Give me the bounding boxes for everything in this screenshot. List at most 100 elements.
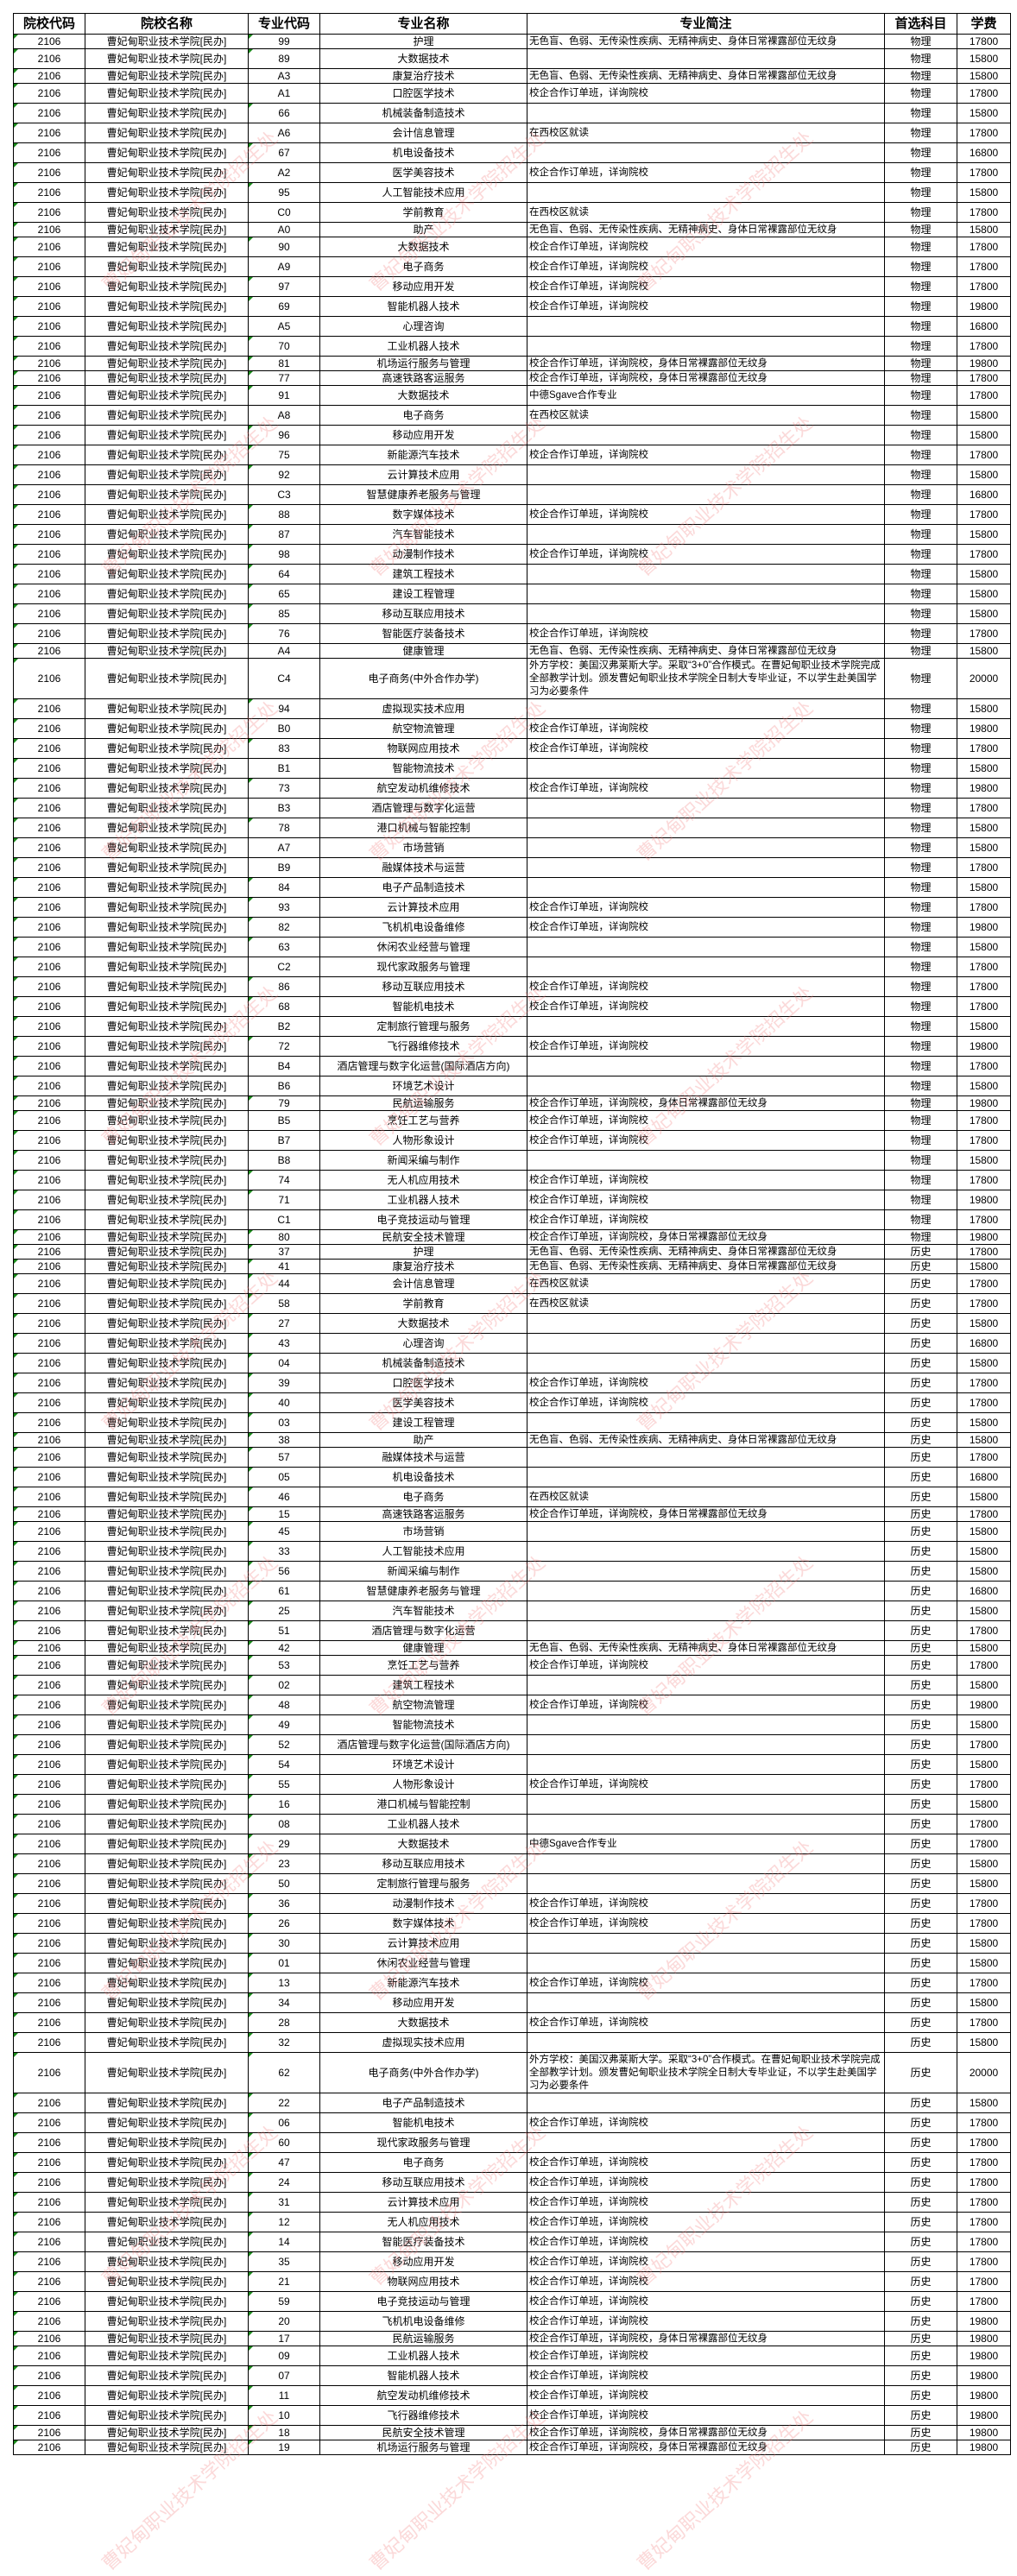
number-as-text-marker-icon	[249, 1621, 253, 1626]
major-name-text: 机场运行服务与管理	[376, 2441, 471, 2453]
major-name-cell: 酒店管理与数字化运营(国际酒店方向)	[319, 1734, 527, 1755]
subject-text: 物理	[910, 1194, 932, 1206]
school-code-text: 2106	[37, 1565, 61, 1577]
major-code-cell: 41	[248, 1259, 320, 1274]
school-code-cell: 2106	[13, 1834, 85, 1854]
school-name-text: 曹妃甸职业技术学院[民办]	[106, 961, 227, 973]
major-note-cell: 校企合作订单班，详询院校	[527, 1110, 885, 1131]
table-row: 2106 曹妃甸职业技术学院[民办] A1 口腔医学技术 校企合作订单班，详询院校 物理 1…	[13, 83, 1011, 104]
subject-text: 物理	[910, 1154, 932, 1166]
school-code-cell: 2106	[13, 2291, 85, 2312]
major-code-cell: 34	[248, 1992, 320, 2013]
tuition-cell: 15800	[957, 1953, 1011, 1973]
table-row: 2106 曹妃甸职业技术学院[民办] 01 休闲农业经营与管理 历史 15800	[13, 1953, 1011, 1973]
major-note-cell	[527, 484, 885, 505]
school-code-cell: 2106	[13, 445, 85, 465]
school-name-cell: 曹妃甸职业技术学院[民办]	[85, 1834, 249, 1854]
number-as-text-marker-icon	[14, 123, 18, 128]
major-note-cell: 校企合作订单班，详询院校	[527, 2405, 885, 2426]
number-as-text-marker-icon	[249, 465, 253, 470]
school-name-cell: 曹妃甸职业技术学院[民办]	[85, 1774, 249, 1795]
tuition-cell: 17800	[957, 738, 1011, 759]
subject-cell: 历史	[884, 1893, 957, 1914]
school-name-text: 曹妃甸职业技术学院[民办]	[106, 429, 227, 441]
major-code-text: 53	[278, 1659, 290, 1671]
major-code-cell: 84	[248, 877, 320, 898]
major-code-cell: 64	[248, 564, 320, 584]
school-name-cell: 曹妃甸职业技术学院[民办]	[85, 698, 249, 719]
school-code-cell: 2106	[13, 603, 85, 624]
tuition-cell: 17800	[957, 1056, 1011, 1076]
major-name-cell: 航空发动机维修技术	[319, 778, 527, 799]
school-name-text: 曹妃甸职业技术学院[民办]	[106, 1838, 227, 1850]
school-code-cell: 2106	[13, 123, 85, 143]
major-name-text: 云计算技术应用	[387, 2196, 460, 2208]
major-note-cell	[527, 524, 885, 545]
subject-text: 历史	[910, 1778, 932, 1790]
table-row: 2106 曹妃甸职业技术学院[民办] B5 烹饪工艺与营养 校企合作订单班，详询院校 物理…	[13, 1110, 1011, 1131]
tuition-cell: 15800	[957, 222, 1011, 237]
major-code-cell: 19	[248, 2440, 320, 2455]
major-name-text: 新能源汽车技术	[387, 1977, 460, 1989]
subject-text: 历史	[910, 1377, 932, 1389]
major-name-cell: 新能源汽车技术	[319, 1973, 527, 1993]
major-name-cell: 电子商务	[319, 2152, 527, 2173]
major-name-text: 大数据技术	[397, 53, 450, 65]
tuition-text: 19800	[969, 300, 999, 313]
major-code-text: 72	[278, 1040, 290, 1052]
major-code-cell: B7	[248, 1130, 320, 1151]
tuition-text: 15800	[969, 1020, 999, 1032]
number-as-text-marker-icon	[249, 2272, 253, 2276]
school-code-text: 2106	[37, 1699, 61, 1711]
number-as-text-marker-icon	[14, 1522, 18, 1526]
table-row: 2106 曹妃甸职业技术学院[民办] 07 智能机器人技术 校企合作订单班，详询院校 历史…	[13, 2365, 1011, 2386]
number-as-text-marker-icon	[14, 257, 18, 262]
major-name-cell: 智能医疗装备技术	[319, 623, 527, 644]
school-code-text: 2106	[37, 1878, 61, 1890]
major-name-text: 建筑工程技术	[392, 1679, 455, 1691]
tuition-text: 17800	[969, 628, 999, 640]
subject-text: 物理	[910, 941, 932, 953]
subject-text: 历史	[910, 1719, 932, 1731]
major-name-cell: 人工智能技术应用	[319, 182, 527, 203]
major-name-cell: 大数据技术	[319, 385, 527, 406]
major-code-cell: 26	[248, 1913, 320, 1934]
school-code-cell: 2106	[13, 103, 85, 123]
major-note-text: 校企合作订单班，详询院校	[529, 2296, 648, 2307]
number-as-text-marker-icon	[249, 1245, 253, 1249]
major-name-cell: 建设工程管理	[319, 1412, 527, 1433]
major-name-text: 移动应用开发	[392, 429, 455, 441]
school-code-cell: 2106	[13, 2012, 85, 2033]
school-code-text: 2106	[37, 2156, 61, 2169]
subject-cell: 物理	[884, 425, 957, 445]
major-name-cell: 动漫制作技术	[319, 544, 527, 565]
subject-cell: 物理	[884, 564, 957, 584]
subject-text: 历史	[910, 2017, 932, 2029]
major-name-text: 智慧健康养老服务与管理	[366, 1585, 481, 1597]
table-row: 2106 曹妃甸职业技术学院[民办] 71 工业机器人技术 校企合作订单班，详询院校 物理…	[13, 1190, 1011, 1210]
major-name-cell: 机电设备技术	[319, 142, 527, 163]
number-as-text-marker-icon	[14, 1582, 18, 1586]
major-name-text: 电子商务	[402, 1491, 445, 1503]
table-row: 2106 曹妃甸职业技术学院[民办] B3 酒店管理与数字化运营 物理 17800	[13, 798, 1011, 818]
subject-text: 历史	[910, 2067, 932, 2079]
school-code-cell: 2106	[13, 2311, 85, 2332]
subject-cell: 历史	[884, 2365, 957, 2386]
school-code-cell: 2106	[13, 202, 85, 223]
number-as-text-marker-icon	[249, 2366, 253, 2371]
table-row: 2106 曹妃甸职业技术学院[民办] 84 电子产品制造技术 物理 15800	[13, 877, 1011, 898]
school-name-text: 曹妃甸职业技术学院[民办]	[106, 1317, 227, 1329]
major-code-text: 70	[278, 340, 290, 352]
tuition-cell: 17800	[957, 623, 1011, 644]
major-note-cell: 校企合作订单班，详询院校，身体日常裸露部位无纹身	[527, 2425, 885, 2440]
major-name-text: 大数据技术	[397, 1838, 450, 1850]
tuition-cell: 19800	[957, 2365, 1011, 2386]
tuition-text: 15800	[969, 568, 999, 580]
school-code-cell: 2106	[13, 524, 85, 545]
tuition-text: 17800	[969, 2236, 999, 2248]
subject-text: 历史	[910, 1758, 932, 1771]
major-note-text: 校企合作订单班，详询院校	[529, 88, 648, 98]
tuition-cell: 15800	[957, 1873, 1011, 1894]
subject-text: 历史	[910, 2350, 932, 2362]
number-as-text-marker-icon	[14, 1934, 18, 1938]
